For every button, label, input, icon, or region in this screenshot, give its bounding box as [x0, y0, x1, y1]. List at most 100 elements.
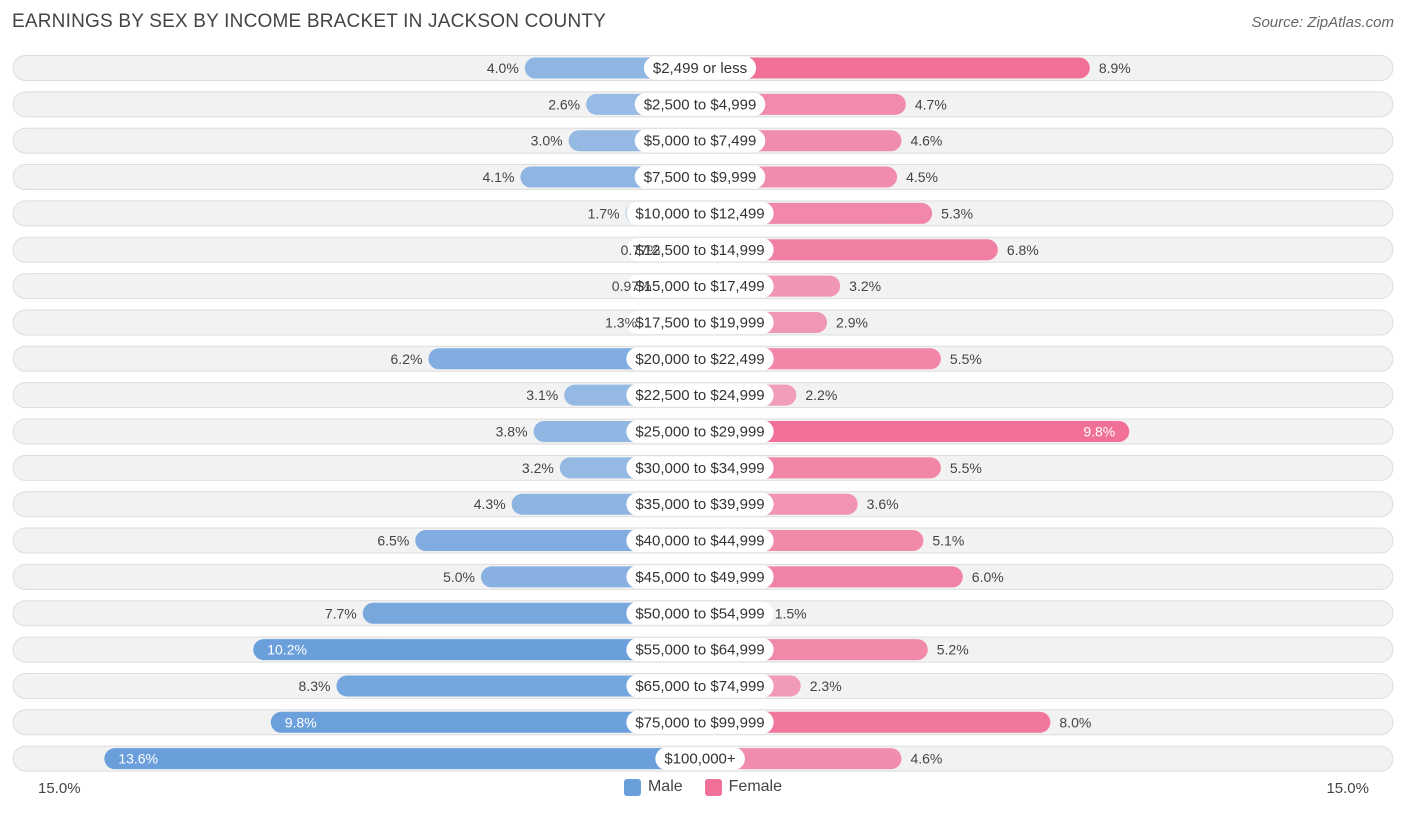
category-label-pill: [626, 456, 774, 480]
category-label-pill: [626, 310, 774, 334]
value-label-male: 0.97%: [612, 278, 652, 294]
category-label: $50,000 to $54,999: [635, 605, 764, 622]
category-label: $17,500 to $19,999: [635, 314, 764, 331]
value-label-female: 3.2%: [849, 278, 881, 294]
category-label: $5,000 to $7,499: [644, 133, 757, 150]
value-label-male: 7.7%: [325, 605, 357, 621]
value-label-male: 1.3%: [605, 314, 637, 330]
legend-swatch-female: [704, 778, 722, 796]
value-label-female: 2.9%: [836, 314, 868, 330]
value-label-male: 3.1%: [526, 387, 558, 403]
category-label: $2,500 to $4,999: [644, 96, 757, 113]
value-label-male: 1.7%: [588, 205, 620, 221]
category-label: $100,000+: [664, 751, 736, 768]
category-label-pill: [634, 129, 766, 153]
category-label-pill: [643, 56, 757, 80]
category-label-pill: [655, 747, 745, 771]
category-label: $7,500 to $9,999: [644, 169, 757, 186]
value-label-female: 4.6%: [910, 133, 942, 149]
bar-male: [104, 748, 700, 770]
category-label: $10,000 to $12,499: [635, 205, 764, 222]
value-label-female: 5.3%: [941, 205, 973, 221]
category-label-pill: [626, 420, 774, 443]
value-label-female: 1.5%: [775, 605, 807, 621]
value-label-female: 5.5%: [950, 351, 982, 367]
category-label: $65,000 to $74,999: [635, 678, 764, 695]
value-label-male: 6.2%: [391, 351, 423, 367]
category-label-pill: [626, 638, 774, 662]
value-label-male: 2.6%: [548, 96, 580, 112]
legend-item-female[interactable]: Female: [704, 778, 783, 796]
bar-male: [336, 675, 700, 697]
category-label: $12,500 to $14,999: [635, 242, 764, 259]
value-label-male: 4.1%: [482, 169, 514, 185]
category-label: $25,000 to $29,999: [635, 424, 764, 441]
value-label-male: 4.0%: [487, 60, 519, 76]
value-label-female: 5.1%: [932, 533, 964, 549]
category-label-pill: [626, 674, 774, 698]
value-label-male: 3.0%: [531, 133, 563, 149]
chart-area: $2,499 or less 4.0% 8.9% $2,500 to $4,999 2.…: [12, 55, 1394, 772]
category-label-pill: [626, 565, 774, 589]
category-label: $20,000 to $22,499: [635, 351, 764, 368]
value-label-male: 6.5%: [377, 533, 409, 549]
bar-female: [700, 421, 1130, 442]
category-label: $35,000 to $39,999: [635, 496, 764, 513]
bar-male: [270, 711, 700, 733]
category-label: $22,500 to $24,999: [635, 387, 764, 404]
value-label-female: 8.9%: [1099, 60, 1131, 76]
bar-female: [700, 711, 1051, 733]
bar-male: [253, 639, 701, 661]
value-label-female: 9.8%: [1083, 424, 1115, 440]
category-label: $30,000 to $34,999: [635, 460, 764, 477]
value-label-female: 5.2%: [937, 642, 969, 658]
value-label-female: 2.2%: [805, 387, 837, 403]
chart-title: EARNINGS BY SEX BY INCOME BRACKET IN JAC…: [12, 11, 607, 32]
value-label-male: 4.3%: [474, 496, 506, 512]
category-label-pill: [634, 165, 766, 189]
category-label-pill: [626, 383, 774, 407]
category-label-pill: [626, 601, 774, 625]
legend-label-male: Male: [647, 778, 683, 795]
value-label-male: 10.2%: [267, 642, 307, 658]
category-label-pill: [626, 274, 774, 298]
legend-label-female: Female: [728, 778, 783, 795]
category-label-pill: [626, 529, 774, 553]
value-label-female: 2.3%: [810, 678, 842, 694]
value-label-male: 3.2%: [522, 460, 554, 476]
bar-female: [700, 57, 1090, 79]
value-label-female: 8.0%: [1059, 714, 1091, 730]
bar-female: [700, 748, 902, 770]
value-label-female: 5.5%: [950, 460, 982, 476]
value-label-female: 6.8%: [1007, 242, 1039, 258]
category-label-pill: [634, 92, 766, 116]
legend-swatch-male: [623, 778, 641, 796]
axis-label-right: 15.0%: [1326, 780, 1369, 797]
value-label-male: 3.8%: [496, 424, 528, 440]
value-label-male: 0.77%: [621, 242, 661, 258]
value-label-male: 13.6%: [118, 751, 158, 767]
category-label: $45,000 to $49,999: [635, 569, 764, 586]
legend: Male Female: [0, 778, 1406, 796]
value-label-male: 8.3%: [299, 678, 331, 694]
value-label-female: 6.0%: [972, 569, 1004, 585]
category-label: $55,000 to $64,999: [635, 642, 764, 659]
category-label-pill: [626, 710, 774, 734]
category-label: $75,000 to $99,999: [635, 714, 764, 731]
category-label: $40,000 to $44,999: [635, 533, 764, 550]
value-label-female: 4.7%: [915, 96, 947, 112]
bar-male: [362, 602, 700, 624]
legend-item-male[interactable]: Male: [623, 778, 683, 796]
value-label-female: 4.6%: [910, 751, 942, 767]
source-note: Source: ZipAtlas.com: [1251, 14, 1394, 31]
value-label-male: 9.8%: [285, 714, 317, 730]
category-label-pill: [626, 492, 774, 516]
value-label-female: 4.5%: [906, 169, 938, 185]
category-label-pill: [626, 238, 774, 262]
value-label-male: 5.0%: [443, 569, 475, 585]
category-label-pill: [626, 201, 774, 225]
bar-female: [700, 239, 998, 261]
value-label-female: 3.6%: [867, 496, 899, 512]
category-label-pill: [626, 347, 774, 371]
axis-label-left: 15.0%: [38, 780, 81, 797]
